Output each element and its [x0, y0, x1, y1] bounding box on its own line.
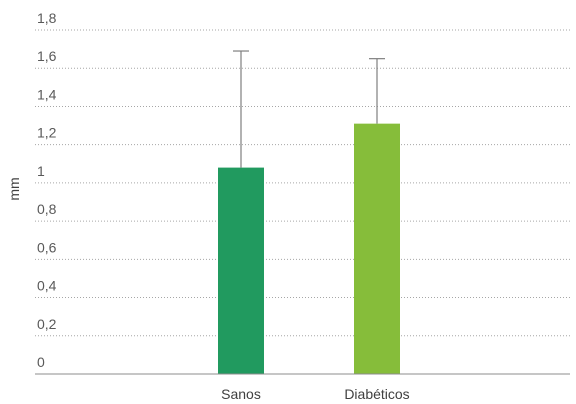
y-tick-label: 0,6 — [37, 239, 57, 255]
bar-sanos — [218, 167, 264, 374]
x-tick-label: Diabéticos — [344, 386, 409, 402]
y-tick-label: 1 — [37, 163, 45, 179]
y-tick-label: 0,8 — [37, 201, 57, 217]
error-bars — [233, 50, 385, 168]
bars — [218, 123, 400, 375]
x-axis-ticks: Sanos Diabéticos — [221, 386, 410, 402]
gridlines — [35, 29, 570, 337]
y-tick-label: 0,4 — [37, 278, 57, 294]
bar-diabeticos — [354, 123, 400, 375]
y-tick-label: 1,2 — [37, 125, 57, 141]
error-bar — [233, 50, 249, 168]
y-tick-label: 1,4 — [37, 86, 57, 102]
x-tick-label: Sanos — [221, 386, 261, 402]
y-axis-ticks: 0 0,2 0,4 0,6 0,8 1 1,2 1,4 1,6 1,8 — [37, 10, 57, 370]
y-axis-title: mm — [6, 177, 22, 200]
error-bar — [369, 58, 385, 124]
y-tick-label: 0 — [37, 354, 45, 370]
y-tick-label: 1,8 — [37, 10, 57, 26]
y-tick-label: 0,2 — [37, 316, 57, 332]
y-tick-label: 1,6 — [37, 48, 57, 64]
